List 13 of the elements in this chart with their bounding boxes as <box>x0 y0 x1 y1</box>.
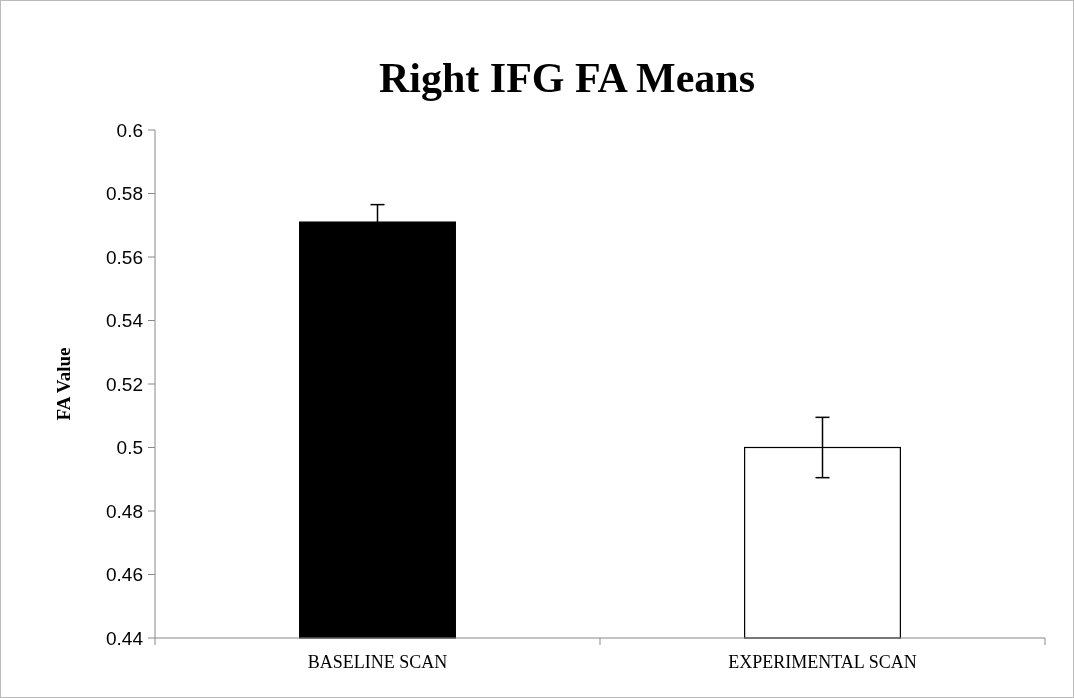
chart-title: Right IFG FA Means <box>378 55 756 101</box>
y-tick-label: 0.58 <box>106 183 143 205</box>
y-axis-title: FA Value <box>53 347 74 421</box>
y-tick-label: 0.56 <box>106 246 143 268</box>
y-tick-label: 0.5 <box>116 437 143 459</box>
y-tick-label: 0.46 <box>106 564 143 586</box>
x-tick-label: BASELINE SCAN <box>307 652 448 672</box>
x-tick-label: EXPERIMENTAL SCAN <box>728 652 917 672</box>
y-tick-label: 0.52 <box>106 373 143 395</box>
y-tick-label: 0.6 <box>116 119 143 141</box>
y-tick-label: 0.44 <box>106 627 144 649</box>
y-tick-label: 0.54 <box>106 310 144 332</box>
y-tick-label: 0.48 <box>106 500 143 522</box>
